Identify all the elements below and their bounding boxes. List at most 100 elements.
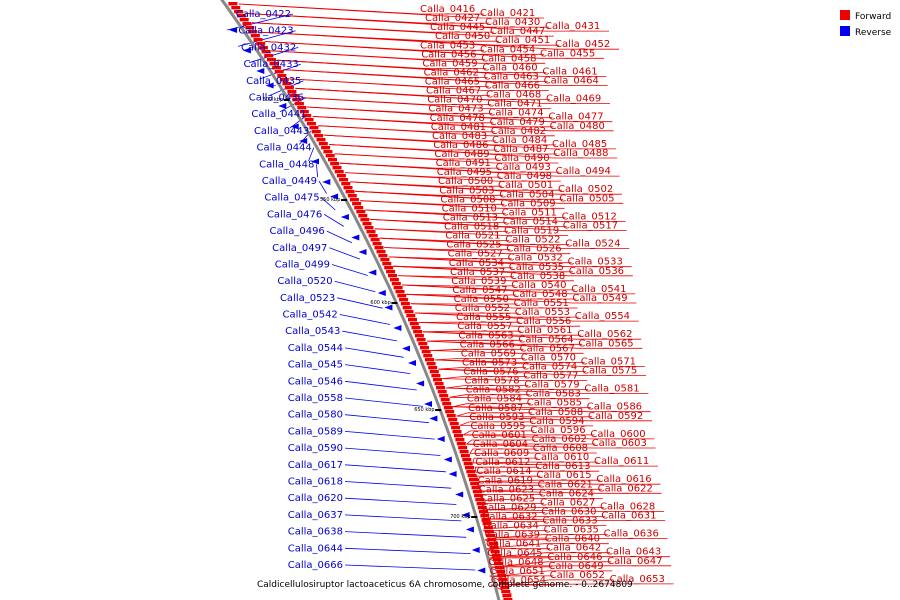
forward-gene-label: Calla_0452 (555, 39, 610, 50)
reverse-gene-mark (429, 415, 438, 422)
forward-leader-line (508, 583, 674, 585)
legend-label-forward: Forward (855, 12, 891, 22)
forward-leader-line (426, 340, 643, 349)
reverse-gene-label: Calla_0620 (288, 493, 343, 504)
forward-gene-label: Calla_0631 (601, 511, 656, 522)
forward-gene-label: Calla_0633 (542, 516, 597, 527)
forward-gene-label: Calla_0622 (598, 483, 653, 494)
forward-gene-mark (358, 214, 368, 218)
forward-gene-mark (429, 370, 439, 374)
forward-gene-mark (234, 10, 244, 14)
forward-gene-label: Calla_0587 (468, 403, 523, 414)
reverse-gene-label: Calla_0544 (288, 343, 343, 354)
forward-gene-label: Calla_0585 (527, 398, 582, 409)
forward-gene-label: Calla_0551 (514, 298, 569, 309)
forward-gene-mark (292, 98, 302, 102)
forward-gene-mark (277, 74, 287, 78)
forward-leader-line (456, 412, 532, 417)
reverse-leader-line (344, 347, 404, 358)
forward-gene-mark (242, 22, 252, 26)
reverse-leader-line (344, 464, 446, 473)
forward-gene-label: Calla_0505 (559, 193, 614, 204)
forward-gene-label: Calla_0482 (491, 126, 546, 137)
reverse-gene-mark (368, 269, 377, 276)
forward-leader-line (449, 394, 530, 398)
forward-leader-line (445, 387, 589, 391)
forward-leader-line (289, 78, 549, 91)
forward-leader-line (438, 367, 526, 370)
forward-gene-label: Calla_0526 (506, 244, 561, 255)
forward-gene-mark (434, 382, 444, 386)
forward-gene-mark (231, 6, 241, 10)
forward-leader-line (365, 209, 626, 222)
reverse-leader-line (344, 414, 429, 424)
reverse-gene-label: Calla_0441 (251, 109, 306, 120)
forward-gene-mark (258, 46, 268, 50)
reverse-leader-line (344, 380, 417, 391)
forward-gene-label: Calla_0491 (436, 158, 491, 169)
reverse-gene-mark (436, 436, 445, 442)
forward-leader-line (374, 228, 568, 236)
reverse-gene-label: Calla_0499 (275, 260, 330, 271)
forward-gene-label: Calla_0471 (487, 99, 542, 110)
forward-gene-mark (339, 178, 349, 182)
reverse-gene-mark (290, 123, 299, 130)
forward-gene-mark (466, 470, 476, 474)
reverse-leader-line (344, 497, 457, 505)
forward-leader-line (329, 144, 618, 159)
forward-gene-mark (404, 310, 414, 314)
forward-gene-label: Calla_0466 (485, 81, 540, 92)
reverse-gene-mark (265, 82, 274, 89)
forward-gene-mark (437, 390, 447, 394)
forward-gene-mark (452, 430, 462, 434)
forward-gene-label: Calla_0467 (426, 86, 481, 97)
reverse-leader-line (344, 431, 435, 440)
forward-gene-label: Calla_0503 (439, 185, 494, 196)
forward-gene-mark (400, 302, 410, 306)
reverse-gene-label: Calla_0449 (262, 176, 317, 187)
reverse-leader-line (344, 514, 462, 522)
forward-gene-label: Calla_0632 (482, 512, 537, 523)
forward-leader-line (472, 457, 538, 463)
reverse-leader-line (334, 280, 376, 293)
forward-gene-label: Calla_0652 (550, 570, 605, 581)
forward-leader-line (487, 506, 604, 511)
forward-gene-label: Calla_0480 (550, 121, 605, 132)
forward-gene-mark (378, 254, 388, 258)
forward-gene-label: Calla_0581 (584, 384, 639, 395)
forward-gene-label: Calla_0538 (510, 271, 565, 282)
forward-gene-mark (423, 354, 433, 358)
forward-gene-label: Calla_0649 (548, 561, 603, 572)
forward-gene-label: Calla_0576 (463, 367, 518, 378)
forward-gene-label: Calla_0519 (504, 226, 559, 237)
forward-gene-mark (368, 234, 378, 238)
forward-leader-line (496, 537, 668, 539)
forward-leader-line (456, 415, 652, 422)
forward-gene-mark (321, 146, 331, 150)
forward-gene-mark (236, 14, 246, 18)
forward-gene-label: Calla_0582 (466, 385, 521, 396)
forward-leader-line (506, 570, 613, 576)
genome-caption: Caldicellulosiruptor lactoaceticus 6A ch… (257, 580, 633, 590)
forward-gene-label: Calla_0512 (562, 211, 617, 222)
forward-gene-mark (388, 274, 397, 278)
reverse-gene-mark (448, 471, 457, 477)
forward-leader-line (345, 172, 561, 182)
forward-leader-line (485, 497, 603, 501)
forward-leader-line (449, 396, 590, 400)
forward-leader-line (271, 50, 546, 64)
forward-gene-mark (442, 402, 452, 406)
forward-leader-line (370, 219, 627, 231)
forward-leader-line (482, 488, 602, 492)
forward-leader-line (459, 425, 594, 427)
forward-gene-label: Calla_0557 (457, 321, 512, 332)
forward-gene-mark (356, 210, 366, 214)
forward-leader-line (469, 448, 537, 454)
reverse-gene-label: Calla_0436 (249, 93, 304, 104)
forward-gene-mark (399, 298, 409, 302)
forward-gene-label: Calla_0577 (523, 371, 578, 382)
forward-gene-mark (330, 162, 340, 166)
reverse-gene-label: Calla_0422 (236, 9, 291, 20)
forward-gene-mark (486, 534, 496, 538)
forward-leader-line (350, 181, 622, 195)
